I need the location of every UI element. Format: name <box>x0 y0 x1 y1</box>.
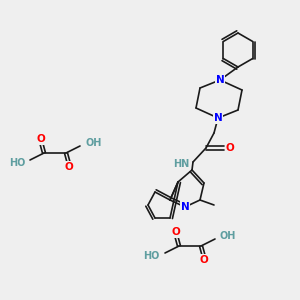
Text: N: N <box>181 202 189 212</box>
Text: OH: OH <box>220 231 236 241</box>
Text: OH: OH <box>85 138 101 148</box>
Text: O: O <box>226 143 234 153</box>
Text: O: O <box>172 227 180 237</box>
Text: O: O <box>64 162 74 172</box>
Text: HN: HN <box>173 159 189 169</box>
Text: HO: HO <box>144 251 160 261</box>
Text: HO: HO <box>9 158 25 168</box>
Text: O: O <box>200 255 208 265</box>
Text: O: O <box>37 134 45 144</box>
Text: N: N <box>214 113 222 123</box>
Text: N: N <box>216 75 224 85</box>
